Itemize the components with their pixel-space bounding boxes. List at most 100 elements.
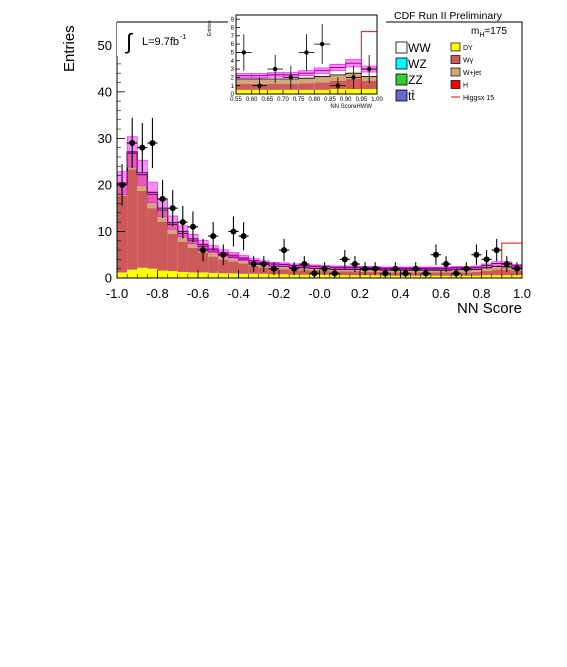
inset-bar-dy [267,89,283,94]
inset-x-tick-label: 0.70 [277,97,289,103]
main-data-point [473,251,480,258]
luminosity-label: ∫ L=9.7fb -1 [117,21,193,56]
inset-bar-w- [267,84,283,90]
legend-label-ww: WW [408,41,431,55]
legend-swatch-tt- [395,89,408,102]
main-bar-dy [137,267,148,278]
main-bar-dy [370,275,381,278]
inset-y-tick-label: 3 [231,67,235,73]
main-bar-w- [238,263,249,274]
main-data-point [351,261,358,268]
main-data-point [311,270,318,277]
main-bar-dy [511,275,522,278]
legend-label-higgsx-15: Higgsx 15 [463,95,494,102]
main-bar-ww [238,257,249,260]
main-y-axis-title: Entries [61,25,78,72]
main-x-tick-label: -0.4 [227,286,249,301]
inset-data-point [366,66,372,72]
main-bar-ww [309,266,320,269]
main-bar-w-jet [238,259,249,264]
main-data-point [382,270,389,277]
main-bar-w-jet [187,240,198,248]
main-bar-w- [491,269,502,276]
main-data-point [513,265,520,272]
main-bar-dy [339,275,350,278]
legend-left-column: WW WZ ZZ tt̄ [395,41,431,103]
inset-bar-w- [361,80,377,90]
legend-panel: CDF Run II Preliminary mH=175 WWWZZZtt̄ … [389,8,522,107]
main-bar-w- [218,259,229,274]
inset-data-points [236,24,377,94]
main-bar-dy [491,275,502,278]
main-x-tick-label: 1.0 [513,286,531,301]
main-bar-dy [501,275,512,278]
main-y-tick-label: 30 [98,131,112,146]
main-bar-w-jet [228,257,239,262]
main-uncertainty-bin [450,266,462,270]
inset-x-tick-label: 1.00 [371,97,383,103]
main-bar-w- [147,208,158,269]
main-data-point [230,228,237,235]
main-data-point [301,261,308,268]
main-bar-w- [349,271,360,276]
legend-swatch-w-jet [450,67,461,77]
legend-label-wz: WZ [408,57,427,71]
main-bar-ww [491,263,502,267]
main-y-tick-label: 50 [98,38,112,53]
main-bar-ww [279,264,290,267]
main-bar-dy [481,275,492,278]
inset-bar-dy [298,89,315,94]
inset-bar-dy [314,89,330,94]
inset-wjet-outline [236,72,377,80]
main-uncertainty-bin [430,266,442,270]
main-data-point [189,223,196,230]
inset-y-tick-label: 8 [231,26,235,32]
inset-y-axis-title: Entries [207,20,213,36]
main-bar-dy [218,273,229,278]
main-data-point [220,251,227,258]
main-uncertainty-bin [471,265,482,269]
legend-swatch-h [450,80,461,89]
main-data-point [453,270,460,277]
inset-bar-dy [361,89,377,94]
main-data-point [139,144,146,151]
main-data-point [179,219,186,226]
main-bar-w- [471,271,482,276]
main-y-tick-label: 0 [105,271,112,286]
inset-data-point [304,50,309,55]
main-data-point [503,261,510,268]
main-bar-dy [410,275,421,278]
inset-histogram: 0.55 0.60 0.65 0.70 0.75 0.80 0.85 0.90 0.95 1.00… [207,12,386,110]
main-data-point [260,261,267,268]
main-data-point [493,247,500,254]
inset-y-tick-label: 5 [231,51,235,57]
legend-label-tt-: tt̄ [408,89,415,103]
inset-x-tick-label: 0.60 [246,97,258,103]
main-data-point [341,256,348,263]
inset-y-tick-label: 2 [231,75,235,81]
main-uncertainty-bin [491,261,503,266]
main-x-tick-label: -0.0 [308,286,330,301]
main-data-point [281,247,288,254]
main-bar-w- [198,252,209,273]
main-uncertainty-bin [147,181,158,203]
inset-y-tick-label: 7 [231,34,235,40]
inset-data-point [288,75,294,80]
main-bar-w- [228,261,239,274]
inset-bar-w-jet [298,78,315,84]
inset-bar-dy [283,89,299,94]
legend-swatch-zz [395,73,408,86]
inset-bar-dy [345,89,362,94]
main-bar-dy [299,274,310,278]
main-bar-dy [319,274,330,278]
main-bar-dy [349,275,360,278]
inset-x-tick-label: 0.95 [355,97,367,103]
main-x-axis-title: NN Score [457,300,522,317]
main-data-point [463,265,470,272]
main-bar-w- [430,272,441,276]
main-data-point [422,270,429,277]
legend-label-w-jet: W+jet [463,70,481,77]
main-bar-dy [157,270,168,278]
higgs-mass-label: mH=175 [471,26,507,39]
inset-bar-dy [236,89,252,94]
